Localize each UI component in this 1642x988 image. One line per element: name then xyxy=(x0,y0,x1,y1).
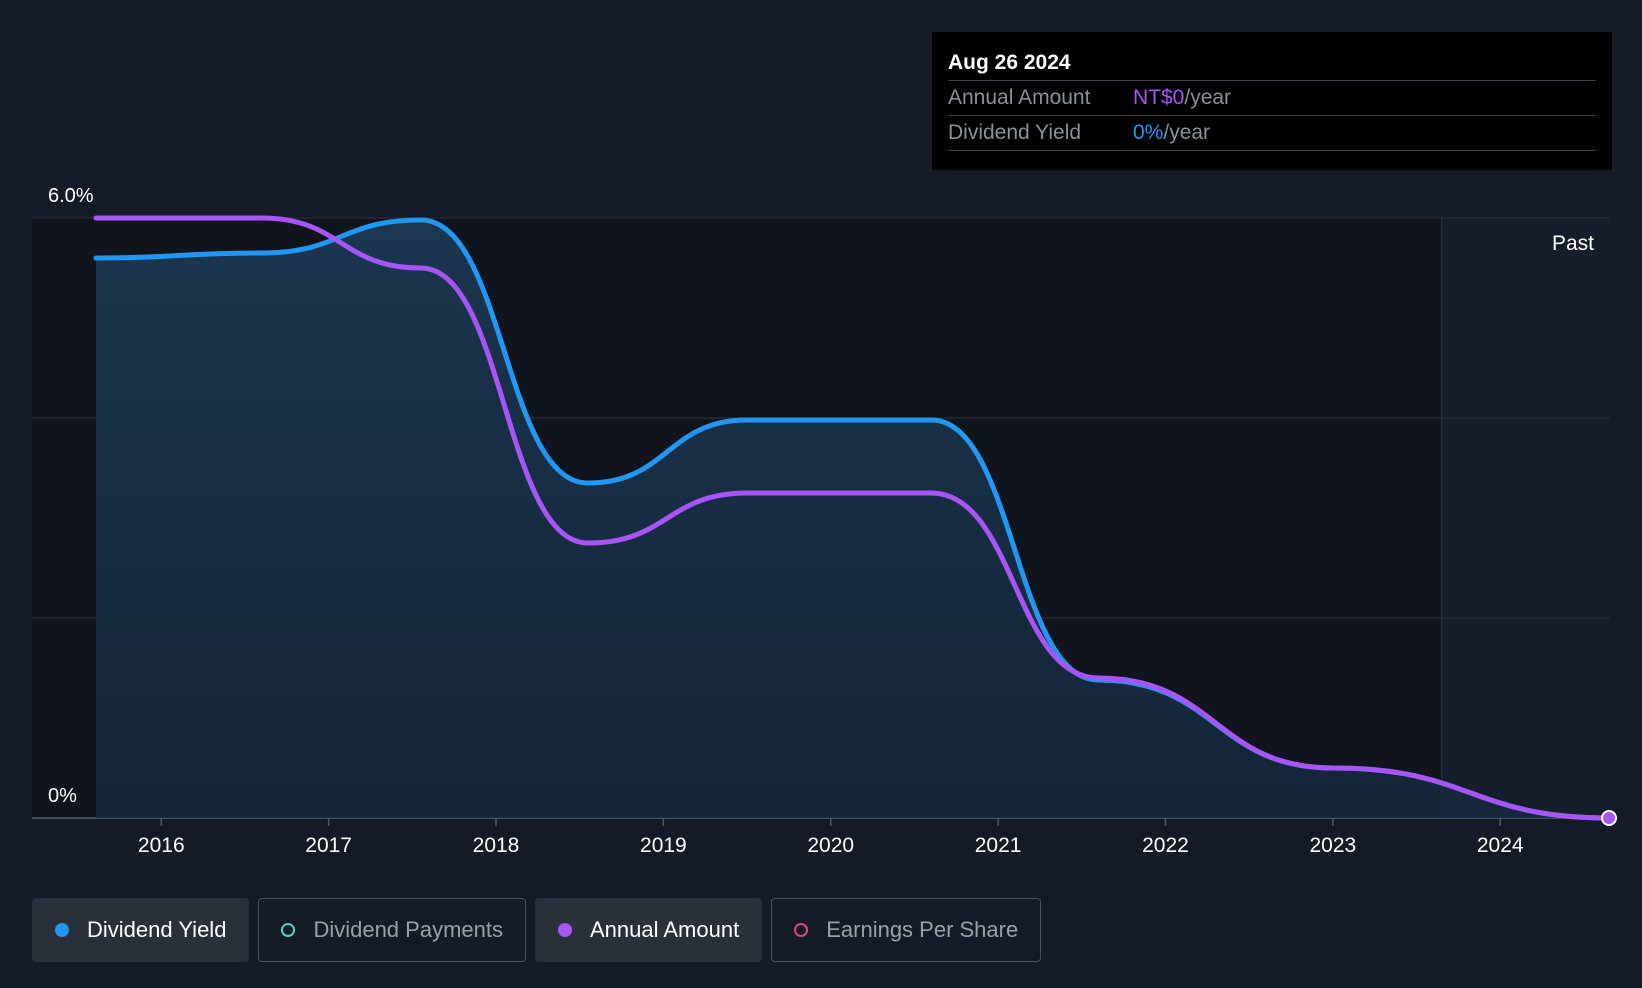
tooltip-row-dividend-yield: Dividend Yield 0%/year xyxy=(948,115,1596,151)
y-axis-top-label: 6.0% xyxy=(48,185,94,207)
tooltip-unit: /year xyxy=(1163,121,1211,144)
dividend-yield-dot-icon xyxy=(55,923,69,937)
legend: Dividend Yield Dividend Payments Annual … xyxy=(32,898,1042,962)
legend-dividend-payments-button[interactable]: Dividend Payments xyxy=(258,898,526,962)
legend-label: Earnings Per Share xyxy=(826,917,1019,942)
x-tick-label: 2018 xyxy=(473,834,520,857)
tooltip-row-annual-amount: Annual Amount NT$0/year xyxy=(948,80,1596,115)
legend-label: Dividend Payments xyxy=(313,917,503,942)
past-label: Past xyxy=(1552,232,1594,255)
past-region xyxy=(1441,218,1610,818)
dividend-yield-area xyxy=(96,220,1609,818)
tooltip: Aug 26 2024 Annual Amount NT$0/year Divi… xyxy=(932,32,1612,170)
earnings-per-share-dot-icon xyxy=(794,923,809,937)
x-tick-label: 2024 xyxy=(1477,834,1524,857)
y-axis-bottom-label: 0% xyxy=(48,785,77,807)
x-tick-label: 2017 xyxy=(305,834,352,857)
x-tick-label: 2019 xyxy=(640,834,687,857)
legend-label: Annual Amount xyxy=(589,917,740,942)
tooltip-unit: /year xyxy=(1184,86,1232,109)
annual-amount-line xyxy=(93,215,1612,821)
legend-annual-amount-button[interactable]: Annual Amount xyxy=(534,898,763,962)
tooltip-label: Dividend Yield xyxy=(948,121,1082,144)
dividend-payments-dot-icon xyxy=(281,923,296,937)
x-tick-label: 2023 xyxy=(1309,834,1356,857)
x-tick-label: 2016 xyxy=(138,834,185,857)
x-tick-label: 2022 xyxy=(1142,834,1189,857)
x-tick-label: 2020 xyxy=(807,834,854,857)
legend-earnings-per-share-button[interactable]: Earnings Per Share xyxy=(771,898,1042,962)
legend-label: Dividend Yield xyxy=(87,917,227,942)
annual-amount-dot-icon xyxy=(557,923,572,937)
tooltip-label: Annual Amount xyxy=(948,86,1091,109)
legend-dividend-yield-button[interactable]: Dividend Yield xyxy=(32,898,250,962)
end-point-marker xyxy=(1601,810,1617,826)
tooltip-value: 0% xyxy=(1133,121,1164,144)
tooltip-value: NT$0 xyxy=(1133,86,1185,109)
x-tick-label: 2021 xyxy=(975,834,1022,857)
tooltip-date: Aug 26 2024 xyxy=(948,51,1071,74)
